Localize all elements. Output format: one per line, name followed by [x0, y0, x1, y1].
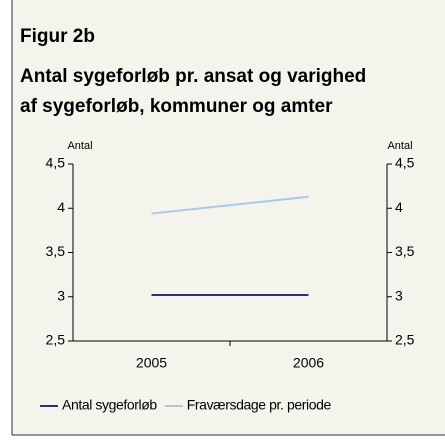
legend-label: Fraværsdage pr. periode: [187, 397, 332, 413]
series-line: [151, 195, 309, 215]
y-tick-label: 4,5: [395, 155, 415, 171]
chart-subtitle: af sygeforløb, kommuner og amter: [20, 96, 333, 117]
background: [12, 0, 445, 435]
y-axis-label: Antal: [67, 140, 92, 152]
legend-label: Antal sygeforløb: [62, 397, 157, 413]
y-tick-label: 2,5: [395, 332, 415, 348]
x-tick-label: 2005: [136, 355, 167, 371]
x-tick-label: 2006: [293, 355, 324, 371]
y-tick-label: 3: [395, 287, 403, 303]
y-tick-label: 4: [57, 199, 65, 215]
y-tick-label: 4,5: [46, 155, 66, 171]
chart-subtitle: Antal sygeforløb pr. ansat og varighed: [20, 66, 366, 87]
y2-axis-label: Antal: [387, 140, 412, 152]
y-tick-label: 3,5: [46, 243, 66, 259]
chart-title: Figur 2b: [20, 26, 95, 47]
y-tick-label: 3,5: [395, 243, 415, 259]
y-tick-label: 3: [57, 287, 65, 303]
y-tick-label: 4: [395, 199, 403, 215]
y-tick-label: 2,5: [46, 332, 66, 348]
